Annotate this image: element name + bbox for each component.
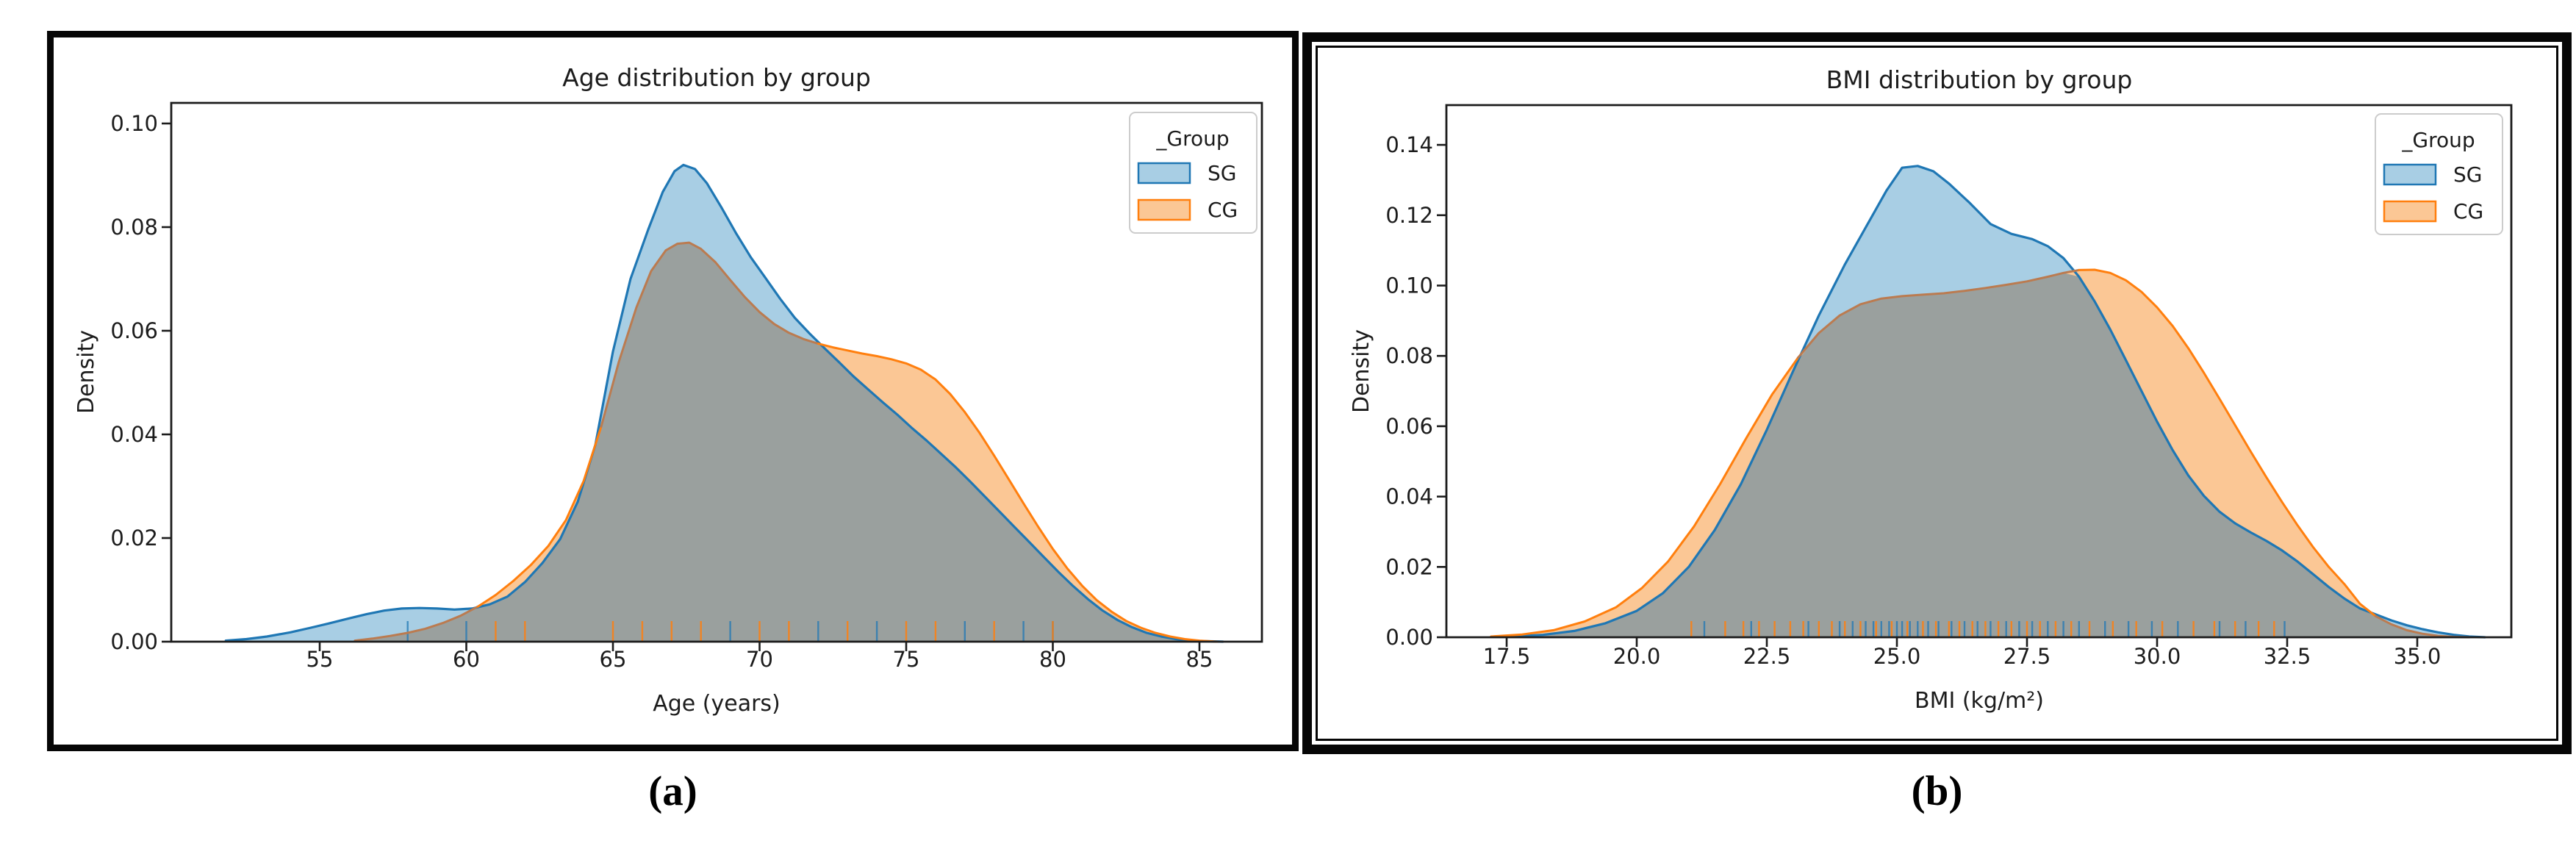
age-plot-legend: _Group SG CG: [1129, 112, 1257, 234]
bmi-kde-plot: 17.5 20.0 22.5 25.0 27.5 30.0 32.5 35.0 0.00 0.02…: [1349, 65, 2513, 714]
kde-curve-cg: [2078, 268, 2377, 617]
y-tick-label: 0.06: [110, 318, 158, 343]
x-tick-label: 75: [893, 647, 920, 672]
bmi-plot-title: BMI distribution by group: [1826, 65, 2133, 94]
bmi-y-axis-label: Density: [1349, 329, 1374, 413]
age-plot-drawing-layer: 55 60 65 70 75 80 85 0.00 0.02 0.04 0.06 0.08 0.10: [110, 101, 1263, 672]
caption-b: (b): [1911, 768, 1963, 814]
axes-spines: [170, 101, 1263, 643]
x-tick-label: 80: [1039, 647, 1066, 672]
y-tick-label: 0.04: [1385, 484, 1433, 509]
y-tick-label: 0.06: [1385, 414, 1433, 439]
kde-area-overlap: [354, 243, 1217, 642]
y-tick-label: 0.02: [110, 526, 158, 551]
kde-curve-cg: [817, 343, 1219, 643]
y-tick-label: 0.00: [110, 629, 158, 654]
legend-title: _Group: [1155, 126, 1229, 151]
age-y-axis-label: Density: [73, 330, 99, 414]
kde-curve-sg: [224, 163, 1224, 643]
age-plot-title: Age distribution by group: [562, 63, 871, 92]
bmi-plot-drawing-layer: 17.5 20.0 22.5 25.0 27.5 30.0 32.5 35.0 0.00 0.02…: [1385, 104, 2513, 669]
kde-curve-cg: [1797, 268, 2081, 359]
kde-area-overlap: [1512, 273, 2469, 637]
x-tick-label: 35.0: [2394, 644, 2442, 669]
legend-swatch-sg: [2383, 163, 2437, 186]
legend-label-cg: CG: [2453, 199, 2483, 223]
bmi-x-axis-label: BMI (kg/m²): [1915, 688, 2044, 714]
y-tick-label: 0.10: [110, 111, 158, 136]
y-tick-label: 0.02: [1385, 554, 1433, 579]
kde-curve-sg: [1510, 165, 2486, 639]
x-tick-label: 60: [453, 647, 480, 672]
legend-label-sg: SG: [1208, 161, 1236, 185]
x-tick-label: 70: [746, 647, 773, 672]
y-tick-label: 0.00: [1385, 625, 1433, 650]
kde-curve-cg: [477, 425, 603, 608]
legend-swatch-cg: [2383, 200, 2437, 223]
axes-spines: [1445, 104, 2513, 639]
x-tick-label: 20.0: [1613, 644, 1661, 669]
age-kde-plot: 55 60 65 70 75 80 85 0.00 0.02 0.04 0.06 0.08 0.10 A…: [73, 63, 1263, 717]
x-tick-label: 17.5: [1483, 644, 1531, 669]
legend-swatch-cg: [1137, 198, 1191, 221]
x-tick-label: 27.5: [2003, 644, 2051, 669]
y-tick-label: 0.08: [1385, 343, 1433, 368]
kde-curve-cg: [600, 241, 819, 428]
y-tick-label: 0.10: [1385, 273, 1433, 298]
x-tick-label: 22.5: [1743, 644, 1791, 669]
kde-curve-cg: [354, 605, 479, 642]
caption-a: (a): [648, 768, 697, 814]
y-tick-label: 0.08: [110, 215, 158, 240]
x-tick-label: 25.0: [1873, 644, 1921, 669]
kde-curve-cg: [1490, 356, 1799, 638]
x-tick-label: 65: [600, 647, 627, 672]
x-tick-label: 30.0: [2134, 644, 2181, 669]
y-tick-label: 0.14: [1385, 132, 1433, 157]
legend-swatch-sg: [1137, 162, 1191, 184]
y-tick-label: 0.12: [1385, 203, 1433, 228]
age-x-axis-label: Age (years): [653, 691, 781, 717]
y-tick-label: 0.04: [110, 422, 158, 447]
legend-title: _Group: [2401, 128, 2475, 152]
bmi-plot-legend: _Group SG CG: [2375, 113, 2503, 235]
legend-label-cg: CG: [1208, 198, 1238, 222]
x-tick-label: 55: [306, 647, 334, 672]
legend-label-sg: SG: [2453, 162, 2482, 187]
x-tick-label: 32.5: [2264, 644, 2311, 669]
x-tick-label: 85: [1186, 647, 1213, 672]
